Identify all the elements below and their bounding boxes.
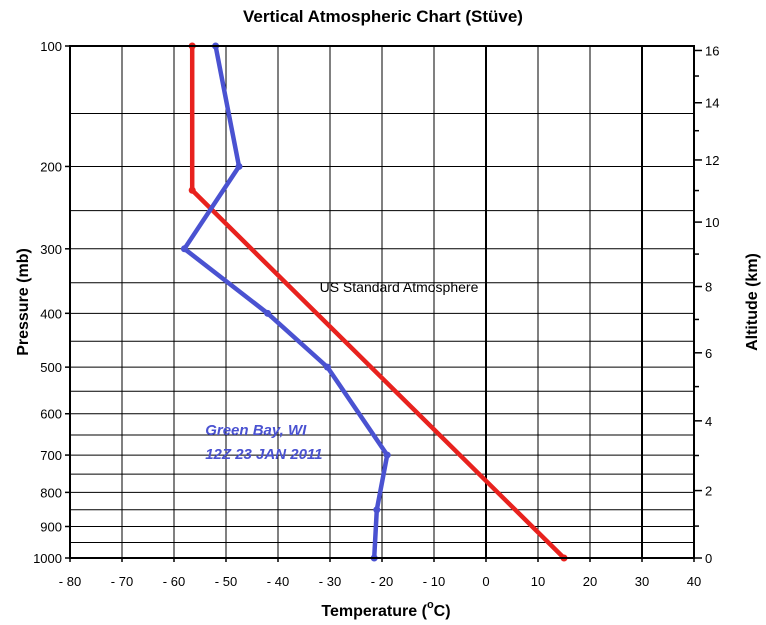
y-tick-label: 1000 <box>33 551 62 566</box>
y-tick-label: 800 <box>40 485 62 500</box>
y2-tick-label: 16 <box>705 43 719 58</box>
x-tick-label: - 20 <box>371 574 393 589</box>
y-axis-label: Pressure (mb) <box>15 248 32 356</box>
y-tick-label: 500 <box>40 360 62 375</box>
y-tick-label: 200 <box>40 159 62 174</box>
x-tick-label: - 50 <box>215 574 237 589</box>
y2-tick-label: 2 <box>705 484 712 499</box>
y2-tick-label: 12 <box>705 153 719 168</box>
data-point <box>235 162 243 170</box>
x-tick-label: - 60 <box>163 574 185 589</box>
data-point <box>383 451 391 459</box>
standard-atmosphere-annotation: US Standard Atmosphere <box>320 279 479 295</box>
x-tick-label: 20 <box>583 574 597 589</box>
sounding-line <box>182 43 390 561</box>
x-tick-label: - 10 <box>423 574 445 589</box>
annotation-layer: US Standard Atmosphere Green Bay, WI 12Z 2… <box>205 279 478 463</box>
y2-tick-label: 8 <box>705 280 712 295</box>
x-tick-label: 10 <box>531 574 545 589</box>
y-tick-label: 900 <box>40 519 62 534</box>
data-point <box>373 506 381 514</box>
data-point <box>264 309 272 317</box>
series-layer <box>180 42 568 562</box>
y-tick-label: 700 <box>40 448 62 463</box>
y2-tick-label: 0 <box>705 551 712 566</box>
y2-tick-label: 6 <box>705 346 712 361</box>
x-tick-label: 0 <box>482 574 489 589</box>
data-point <box>188 186 196 194</box>
data-point <box>180 245 188 253</box>
x-tick-label: - 30 <box>319 574 341 589</box>
y2-tick-label: 4 <box>705 414 712 429</box>
x-tick-label: 40 <box>687 574 701 589</box>
x-tick-label: - 80 <box>59 574 81 589</box>
y2-tick-label: 10 <box>705 215 719 230</box>
sounding-annotation: 12Z 23 JAN 2011 <box>205 446 322 463</box>
y-tick-label: 100 <box>40 39 62 54</box>
x-axis-label: Temperature (oC) <box>321 599 450 620</box>
y-tick-label: 300 <box>40 242 62 257</box>
y-tick-label: 400 <box>40 306 62 321</box>
plot-frame <box>69 45 695 559</box>
x-tick-label: - 40 <box>267 574 289 589</box>
sounding-annotation: Green Bay, WI <box>205 422 307 439</box>
y-tick-label: 600 <box>40 407 62 422</box>
y2-tick-label: 14 <box>705 96 719 111</box>
x-tick-label: - 70 <box>111 574 133 589</box>
x-tick-label: 30 <box>635 574 649 589</box>
data-point <box>323 363 331 371</box>
chart-title: Vertical Atmospheric Chart (Stüve) <box>243 7 523 26</box>
y2-axis-label: Altitude (km) <box>744 253 761 351</box>
